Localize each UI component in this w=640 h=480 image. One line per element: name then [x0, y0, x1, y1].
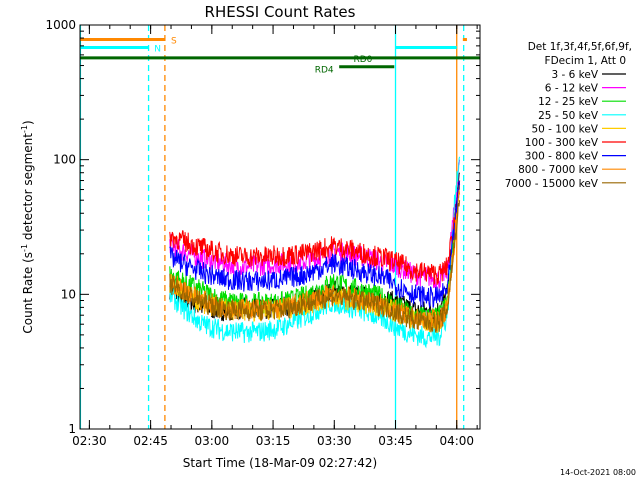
marker-label-S: S — [171, 37, 177, 47]
y-axis-label-end: ) — [21, 120, 35, 125]
legend-label: 800 - 7000 keV — [518, 164, 599, 176]
marker-label-N: N — [154, 45, 161, 55]
x-tick-label: 03:15 — [256, 434, 291, 448]
legend-header-detectors: Det 1f,3f,4f,5f,6f,9f, — [528, 41, 632, 53]
y-axis-label-mid: detector segment — [21, 133, 35, 244]
y-axis-ticks: 1 10 100 1000 — [45, 18, 480, 436]
timestamp: 14-Oct-2021 08:00 — [560, 468, 636, 477]
series-layer — [169, 156, 461, 349]
legend-label: 7000 - 15000 keV — [505, 178, 599, 190]
y-axis-label-sup: -1 — [20, 244, 29, 252]
series-line-5 — [169, 180, 461, 286]
x-tick-label: 03:30 — [317, 434, 352, 448]
y-axis-label-sup2: -1 — [20, 125, 29, 133]
x-tick-label: 02:45 — [133, 434, 168, 448]
legend-label: 12 - 25 keV — [538, 96, 599, 108]
legend: Det 1f,3f,4f,5f,6f,9f, FDecim 1, Att 0 3… — [505, 41, 632, 190]
legend-label: 50 - 100 keV — [531, 123, 598, 135]
legend-label: 300 - 800 keV — [525, 151, 599, 163]
y-axis-label-main: Count Rate (s — [21, 252, 35, 334]
x-tick-label: 02:30 — [72, 434, 107, 448]
x-tick-label: 04:00 — [439, 434, 474, 448]
y-tick-label: 10 — [61, 287, 76, 301]
time-marker-lines — [79, 25, 465, 429]
plot-frame — [79, 24, 481, 430]
x-axis-ticks: 02:30 02:45 03:00 03:15 03:30 03:45 04:00 — [72, 25, 478, 448]
state-markers: SN RD0 RD4 — [80, 37, 480, 76]
series-line-6 — [169, 180, 461, 309]
series-line-8 — [169, 200, 461, 333]
legend-header-decimation: FDecim 1, Att 0 — [545, 55, 626, 67]
y-axis-label: Count Rate (s-1 detector segment-1) — [20, 120, 35, 333]
x-tick-label: 03:45 — [378, 434, 413, 448]
x-tick-label: 03:00 — [195, 434, 230, 448]
y-tick-label: 1000 — [45, 18, 76, 32]
chart-title: RHESSI Count Rates — [205, 3, 356, 21]
legend-label: 3 - 6 keV — [551, 69, 598, 81]
legend-label: 100 - 300 keV — [525, 137, 599, 149]
y-tick-label: 1 — [68, 422, 76, 436]
legend-label: 25 - 50 keV — [538, 110, 599, 122]
x-axis-label: Start Time (18-Mar-09 02:27:42) — [183, 456, 377, 470]
marker-label-RD4: RD4 — [315, 66, 334, 76]
legend-label: 6 - 12 keV — [545, 83, 599, 95]
marker-label-RD0: RD0 — [353, 55, 372, 65]
y-tick-label: 100 — [53, 153, 76, 167]
